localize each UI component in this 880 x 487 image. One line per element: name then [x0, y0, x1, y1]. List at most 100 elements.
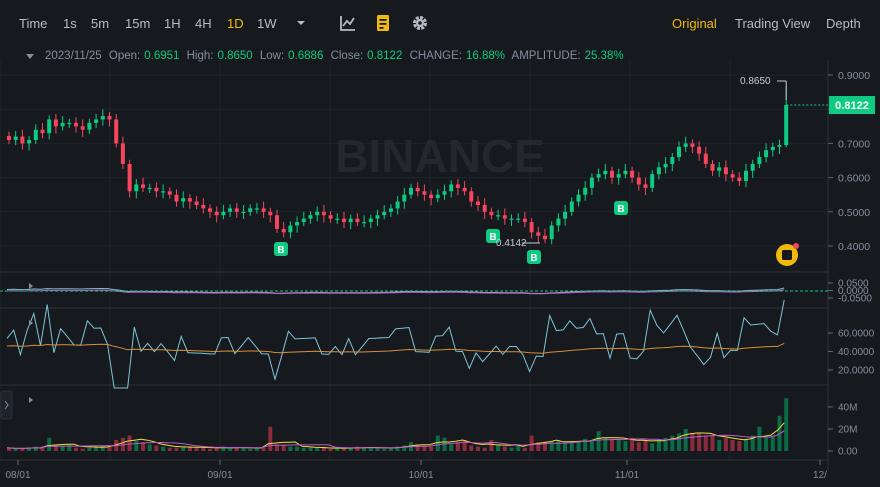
- volume-bar: [730, 440, 735, 451]
- candle-body: [201, 204, 206, 209]
- candle-body: [744, 170, 748, 182]
- timeframe-1s[interactable]: 1s: [63, 16, 77, 31]
- volume-bar: [422, 445, 427, 451]
- volume-bar: [100, 445, 105, 451]
- volume-bar: [234, 447, 239, 451]
- volume-bar: [368, 447, 373, 451]
- candle-body: [462, 187, 467, 192]
- buy-marker: [274, 242, 288, 256]
- timeframe-1w[interactable]: 1W: [257, 16, 277, 31]
- volume-bar: [784, 398, 789, 451]
- candle-body: [181, 198, 186, 202]
- volume-bar: [161, 446, 166, 451]
- volume-bar: [208, 448, 212, 451]
- candle-body: [321, 211, 326, 216]
- candle-body: [429, 194, 434, 199]
- rsi-ma-line: [6, 342, 785, 354]
- volume-bar: [147, 444, 152, 451]
- candle-body: [234, 208, 239, 212]
- pane-toggle-icon: [29, 397, 33, 403]
- buy-marker-label: B: [277, 245, 284, 256]
- volume-bar: [737, 441, 742, 451]
- volume-bar: [40, 447, 45, 451]
- collapse-chevron-icon[interactable]: [26, 54, 34, 60]
- volume-bar: [94, 446, 99, 451]
- candle-body: [576, 194, 581, 202]
- volume-ma10-line: [6, 430, 785, 449]
- volume-bar: [254, 447, 259, 451]
- timeframe-15m[interactable]: 15m: [125, 16, 151, 31]
- timeframe-5m[interactable]: 5m: [91, 16, 110, 31]
- candle-body: [422, 191, 427, 195]
- timeframe-1h[interactable]: 1H: [164, 16, 181, 31]
- ohlc-date: 2023/11/25: [45, 50, 102, 62]
- template-icon[interactable]: [374, 14, 392, 32]
- candle-body: [569, 201, 574, 212]
- candle-body: [208, 208, 212, 212]
- overlay-layer: B B B B 0.8650 0.4142 0.8122: [0, 76, 875, 449]
- candle-body: [328, 215, 333, 219]
- candle-body: [154, 187, 159, 192]
- date-tick-label: 12/: [813, 470, 827, 481]
- volume-bar: [556, 440, 561, 451]
- volume-bar: [710, 435, 715, 451]
- view-trading-view[interactable]: Trading View: [735, 16, 811, 31]
- macd-tick-label: -0.0500: [838, 294, 872, 305]
- volume-bar: [308, 447, 313, 451]
- date-tick-label: 11/01: [615, 470, 640, 481]
- indicator-icon[interactable]: [339, 14, 357, 32]
- volume-bar: [576, 441, 581, 451]
- timeframe-time[interactable]: Time: [19, 16, 48, 31]
- price-tick-label: 0.6000: [838, 173, 870, 185]
- date-tick-label: 08/01: [5, 470, 30, 481]
- candle-body: [87, 122, 92, 130]
- volume-bar: [214, 447, 219, 451]
- candle-body: [764, 150, 769, 158]
- candle-body: [20, 136, 25, 144]
- candle-body: [60, 122, 65, 127]
- timeframe-4h[interactable]: 4H: [195, 16, 212, 31]
- candle-body: [402, 194, 407, 202]
- candle-body: [261, 208, 266, 212]
- volume-bar: [375, 447, 380, 451]
- volume-bar: [342, 447, 346, 451]
- view-original[interactable]: Original: [672, 16, 717, 31]
- volume-bar: [295, 446, 300, 451]
- volume-tick-label: 0.00: [838, 447, 858, 458]
- candle-body: [107, 116, 112, 120]
- candle-body: [47, 119, 52, 134]
- candle-body: [228, 208, 233, 212]
- candle-body: [167, 191, 172, 195]
- candle-body: [784, 105, 789, 146]
- change-value: 16.88%: [465, 50, 505, 62]
- side-panel-toggle-icon: [4, 400, 9, 410]
- candle-body: [476, 201, 480, 205]
- volume-bar: [489, 440, 494, 451]
- date-tick-label: 09/01: [207, 470, 232, 481]
- chevron-down-icon[interactable]: [292, 14, 310, 32]
- timeframe-1d[interactable]: 1D: [227, 16, 244, 31]
- volume-bar: [402, 445, 407, 451]
- volume-bar: [321, 447, 326, 451]
- candle-body: [248, 208, 253, 212]
- settings-icon[interactable]: [411, 14, 429, 32]
- volume-tick-label: 20M: [838, 425, 857, 436]
- candle-body: [603, 170, 608, 175]
- volume-bar: [596, 431, 601, 451]
- candlestick-chart[interactable]: BINANCE 0.90000.80000.70000.60000.50000.…: [0, 40, 880, 487]
- volume-bar: [248, 448, 253, 451]
- candle-body: [241, 211, 246, 213]
- buy-marker-label: B: [489, 232, 496, 243]
- buy-marker: [614, 201, 628, 215]
- volume-bar: [134, 441, 139, 451]
- candle-body: [777, 145, 782, 147]
- buy-marker-label: B: [617, 204, 624, 215]
- candle-body: [616, 174, 621, 178]
- volume-bar: [174, 447, 179, 451]
- volume-bar: [476, 446, 480, 451]
- view-depth[interactable]: Depth: [826, 16, 861, 31]
- volume-bar: [750, 435, 755, 451]
- volume-bar: [469, 445, 474, 451]
- volume-bar: [697, 433, 702, 451]
- volume-bar: [362, 447, 367, 451]
